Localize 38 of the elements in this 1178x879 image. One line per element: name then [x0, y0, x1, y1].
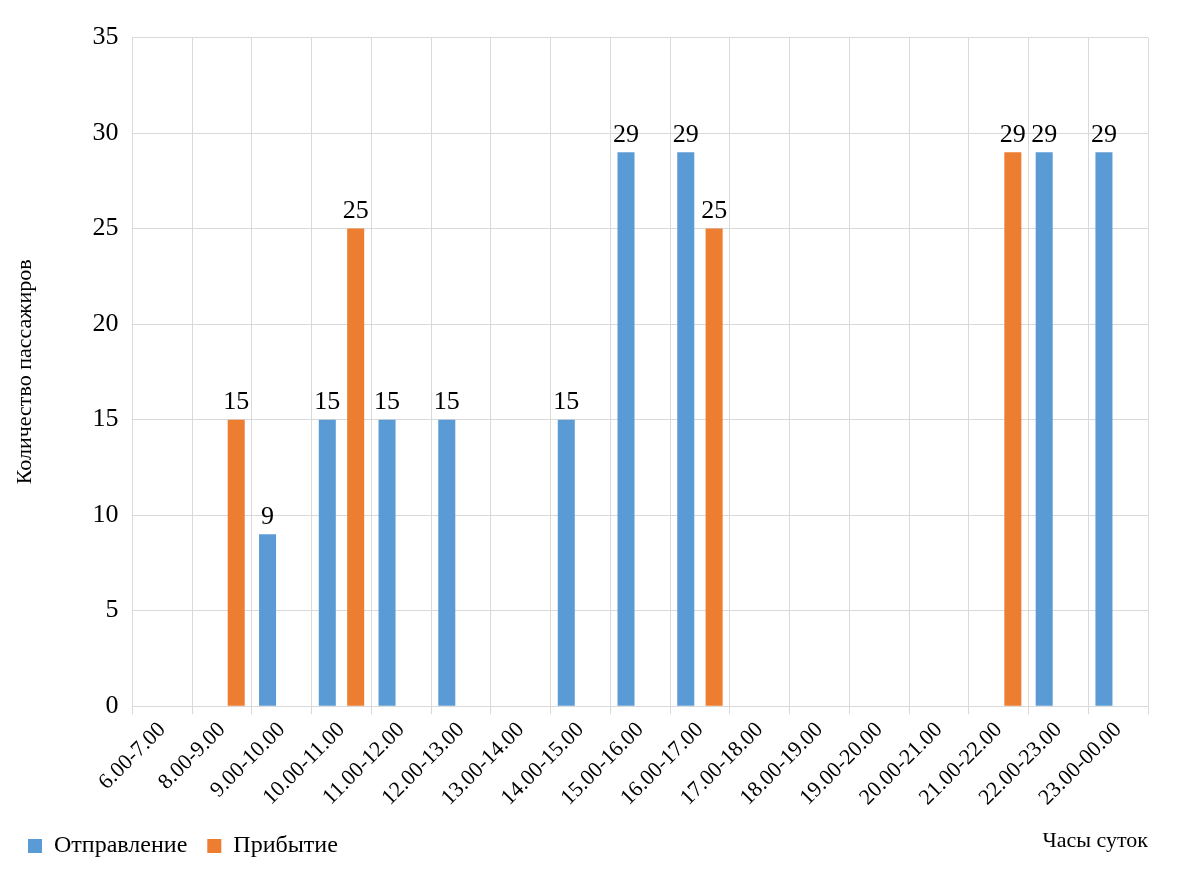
bar	[677, 152, 695, 706]
data-label: 15	[314, 386, 341, 416]
bar	[1004, 152, 1022, 706]
legend-label: Отправление	[54, 831, 188, 858]
data-label: 15	[553, 386, 580, 416]
y-tick-label: 35	[92, 21, 119, 51]
bar	[557, 419, 575, 706]
x-axis-title: Часы суток	[1042, 826, 1149, 852]
y-tick-label: 30	[92, 116, 119, 146]
bar	[1035, 152, 1053, 706]
data-label: 15	[433, 386, 460, 416]
bar	[438, 419, 456, 706]
data-label: 9	[261, 501, 275, 531]
bar	[617, 152, 635, 706]
bar	[378, 419, 396, 706]
y-tick-label: 0	[105, 689, 119, 719]
data-label: 29	[999, 119, 1026, 149]
legend-label: Прибытие	[233, 831, 338, 858]
y-tick-label: 20	[92, 307, 119, 337]
data-label: 29	[1031, 119, 1058, 149]
bar	[227, 419, 245, 706]
bar	[259, 534, 277, 706]
y-tick-label: 25	[92, 212, 119, 242]
data-label: 15	[374, 386, 401, 416]
bar	[318, 419, 336, 706]
bar	[705, 228, 723, 706]
bar	[1095, 152, 1113, 706]
data-label: 25	[342, 195, 369, 225]
data-label: 29	[1090, 119, 1117, 149]
data-label: 29	[672, 119, 699, 149]
y-tick-label: 10	[92, 498, 119, 528]
y-tick-label: 5	[105, 594, 119, 624]
bar	[347, 228, 365, 706]
data-label: 29	[613, 119, 640, 149]
y-axis-title: Количество пассажиров	[10, 259, 36, 485]
y-tick-label: 15	[92, 403, 119, 433]
data-label: 15	[223, 386, 250, 416]
data-label: 25	[701, 195, 728, 225]
